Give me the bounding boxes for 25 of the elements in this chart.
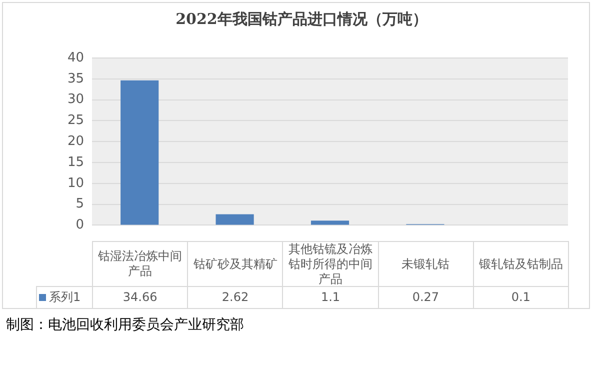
bar: [310, 220, 350, 225]
text: 制图：电池回收利用委员会产业研究部: [6, 316, 244, 334]
x-tick-label: 钴湿法冶炼中间产品: [92, 241, 188, 287]
y-tick-label: 20: [67, 134, 84, 149]
x-tick-label: 锻轧钴及钴制品: [472, 241, 569, 287]
y-tick-label: 40: [67, 50, 84, 66]
y-tick-label: 10: [67, 176, 84, 191]
y-tick-label: 15: [67, 154, 84, 170]
chart-title: 2022年我国钴产品进口情况（万吨）: [174, 10, 428, 29]
x-tick-label: 其他钴锍及冶炼钴时所得的中间产品: [282, 241, 379, 287]
data-label: 0.1: [472, 286, 569, 309]
data-label: 1.1: [282, 286, 379, 309]
bar: [120, 80, 159, 225]
y-tick-label: 5: [76, 196, 84, 212]
legend-label: 系列1: [36, 286, 93, 309]
y-tick-label: 30: [67, 92, 84, 108]
y-tick-label: 25: [67, 113, 84, 128]
data-label: 0.27: [378, 286, 474, 309]
bar: [216, 214, 254, 225]
x-tick-label: 钴矿砂及其精矿: [187, 241, 284, 287]
x-tick-label: 未锻轧钴: [378, 241, 474, 287]
data-label: 34.66: [92, 286, 188, 309]
data-label: 2.62: [187, 286, 284, 309]
y-tick-label: 0: [76, 218, 84, 233]
y-tick-label: 35: [67, 71, 84, 86]
